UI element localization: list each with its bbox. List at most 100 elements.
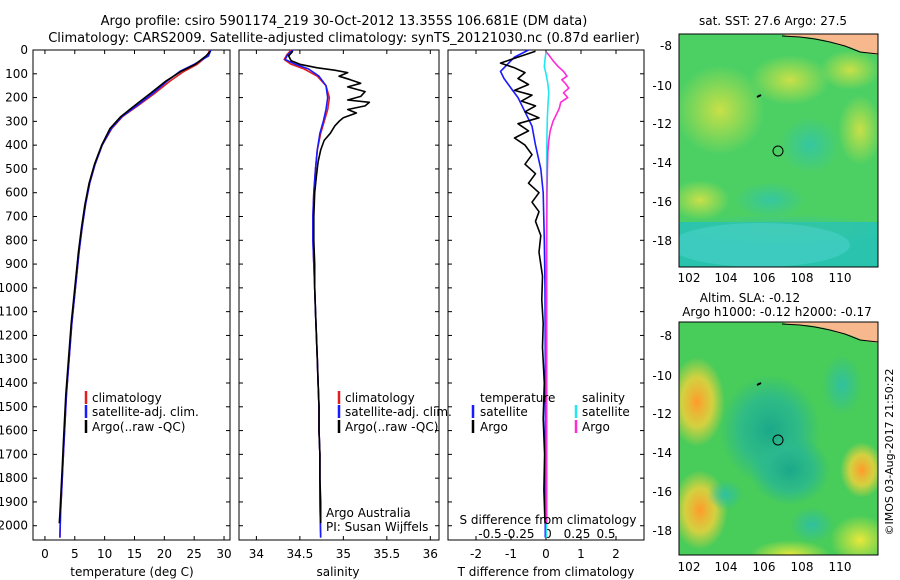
s-tick-label: 0.5 — [596, 527, 615, 541]
x-tick-label: 35.5 — [373, 547, 400, 561]
series-line-temperature-satellite — [499, 49, 547, 538]
depth-tick-label: 700 — [5, 210, 28, 224]
legend-label-satellite: satellite-adj. clim. — [345, 405, 452, 419]
legend-label-climatology: climatology — [92, 391, 162, 405]
legend-label-s-satellite: satellite — [582, 405, 630, 419]
salinity-panel — [238, 49, 440, 541]
lat-tick-label: -18 — [652, 234, 672, 248]
lon-tick-label: 104 — [715, 560, 738, 574]
depth-tick-label: 1600 — [0, 424, 28, 438]
x-tick-label: 34 — [249, 547, 264, 561]
legend-label-t-argo: Argo — [480, 420, 508, 434]
argo-position-marker — [772, 145, 784, 157]
depth-tick-label: 2000 — [0, 519, 28, 533]
x-tick-label: 25 — [187, 547, 202, 561]
sst-map-frame — [678, 33, 879, 268]
profile-lines — [58, 49, 570, 538]
s-tick-label: -0.25 — [503, 527, 534, 541]
x-tick-label: -2 — [470, 547, 482, 561]
depth-tick-label: 1800 — [0, 471, 28, 485]
lat-tick-label: -12 — [652, 407, 672, 421]
salinity-legend: climatology satellite-adj. clim. Argo(..… — [326, 391, 452, 534]
legend-label-climatology: climatology — [345, 391, 415, 405]
series-line-argo — [58, 50, 211, 524]
depth-tick-label: 900 — [5, 257, 28, 271]
temperature-legend: climatology satellite-adj. clim. Argo(..… — [84, 391, 199, 434]
series-line-climatology — [59, 49, 211, 538]
panel-ticks: 0 5 10 15 20 25 30 34 34.5 35 35.5 36 -2 -1 0 1 2 -0.5 -0.… — [41, 50, 620, 561]
plot-title-line1: Argo profile: csiro 5901174_219 30-Oct-2… — [101, 14, 588, 29]
depth-tick-label: 1300 — [0, 352, 28, 366]
legend-label-satellite: satellite-adj. clim. — [92, 405, 199, 419]
lon-tick-label: 106 — [753, 560, 776, 574]
sst-map-axes: -8 -10 -12 -14 -16 -18 102 104 106 108 1… — [652, 39, 851, 285]
depth-tick-label: 400 — [5, 138, 28, 152]
series-line-satellite — [59, 49, 212, 538]
depth-tick-label: 300 — [5, 114, 28, 128]
depth-tick-label: 200 — [5, 91, 28, 105]
lon-tick-label: 108 — [791, 560, 814, 574]
depth-tick-label: 1700 — [0, 447, 28, 461]
x-tick-label: 15 — [127, 547, 142, 561]
sla-map-title-line1: Altim. SLA: -0.12 — [700, 291, 800, 305]
x-tick-label: 34.5 — [287, 547, 314, 561]
x-tick-label: 20 — [157, 547, 172, 561]
lat-tick-label: -14 — [652, 156, 672, 170]
legend-header-temperature: temperature — [480, 391, 555, 405]
lon-tick-label: 106 — [753, 271, 776, 285]
series-line-satellite — [284, 49, 329, 538]
argo-track — [756, 94, 762, 98]
sla-map — [679, 322, 878, 555]
lat-tick-label: -8 — [660, 39, 672, 53]
lat-tick-label: -12 — [652, 117, 672, 131]
x-tick-label: 10 — [97, 547, 112, 561]
lat-tick-label: -16 — [652, 485, 672, 499]
legend-label-argo: Argo(..raw -QC) — [345, 420, 438, 434]
pi-note: PI: Susan Wijffels — [326, 520, 428, 534]
series-line-salinity-argo — [545, 51, 570, 524]
depth-tick-label: 1000 — [0, 281, 28, 295]
lon-tick-label: 110 — [829, 560, 852, 574]
lat-tick-label: -14 — [652, 446, 672, 460]
lon-tick-label: 104 — [715, 271, 738, 285]
x-tick-label: 35 — [336, 547, 351, 561]
depth-tick-label: 800 — [5, 233, 28, 247]
legend-header-salinity: salinity — [582, 391, 625, 405]
lat-tick-label: -8 — [660, 329, 672, 343]
argo-track — [756, 382, 762, 386]
lon-tick-label: 110 — [829, 271, 852, 285]
temperature-panel — [32, 49, 231, 541]
lat-tick-label: -16 — [652, 195, 672, 209]
s-tick-label: 0.25 — [564, 527, 591, 541]
series-line-argo — [287, 50, 371, 524]
imos-timestamp: ©IMOS 03-Aug-2017 21:50:22 — [883, 369, 896, 536]
depth-tick-label: 0 — [20, 43, 28, 57]
depth-tick-label: 600 — [5, 186, 28, 200]
x-tick-label: -1 — [505, 547, 517, 561]
depth-tick-label: 1100 — [0, 305, 28, 319]
depth-tick-label: 1200 — [0, 328, 28, 342]
lon-tick-label: 108 — [791, 271, 814, 285]
series-line-temperature-argo — [499, 50, 546, 524]
x-tick-label: 0 — [542, 547, 550, 561]
lon-tick-label: 102 — [678, 271, 701, 285]
temperature-axis-label: temperature (deg C) — [70, 565, 193, 579]
depth-axis: 0 100 200 300 400 500 600 700 800 900 1000 1100 1200… — [0, 43, 644, 533]
difference-legend: temperature satellite Argo salinity sate… — [471, 391, 630, 434]
depth-tick-label: 500 — [5, 162, 28, 176]
argo-position-marker — [772, 434, 784, 446]
lat-tick-label: -10 — [652, 369, 672, 383]
s-tick-label: -0.5 — [478, 527, 501, 541]
t-difference-axis-label: T difference from climatology — [457, 565, 635, 579]
x-tick-label: 0 — [41, 547, 49, 561]
legend-label-s-argo: Argo — [582, 420, 610, 434]
depth-tick-label: 100 — [5, 67, 28, 81]
x-tick-label: 2 — [612, 547, 620, 561]
s-difference-axis-label: S difference from climatology — [460, 513, 637, 527]
depth-tick-label: 1400 — [0, 376, 28, 390]
sla-map-title-line2: Argo h1000: -0.12 h2000: -0.17 — [682, 305, 872, 319]
lon-tick-label: 102 — [678, 560, 701, 574]
sst-map-title: sat. SST: 27.6 Argo: 27.5 — [699, 14, 847, 28]
sst-map — [679, 34, 878, 267]
sla-map-axes: -8 -10 -12 -14 -16 -18 102 104 106 108 1… — [652, 329, 851, 574]
